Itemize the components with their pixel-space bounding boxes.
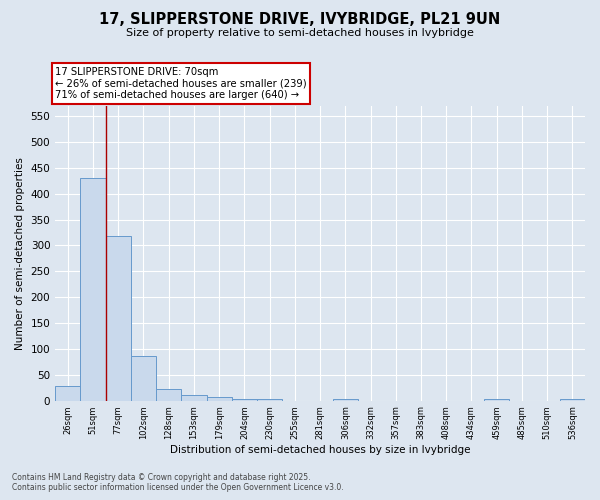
Text: 17, SLIPPERSTONE DRIVE, IVYBRIDGE, PL21 9UN: 17, SLIPPERSTONE DRIVE, IVYBRIDGE, PL21 … (100, 12, 500, 28)
Y-axis label: Number of semi-detached properties: Number of semi-detached properties (15, 157, 25, 350)
Bar (80, 178, 106, 400)
Bar (131, 356, 156, 401)
Bar (181, 396, 206, 400)
Text: Size of property relative to semi-detached houses in Ivybridge: Size of property relative to semi-detach… (126, 28, 474, 38)
X-axis label: Distribution of semi-detached houses by size in Ivybridge: Distribution of semi-detached houses by … (170, 445, 470, 455)
Bar (232, 398, 257, 400)
Bar (206, 398, 232, 400)
Bar (560, 398, 585, 400)
Bar (156, 388, 181, 400)
Bar (257, 398, 282, 400)
Text: Contains HM Land Registry data © Crown copyright and database right 2025.
Contai: Contains HM Land Registry data © Crown c… (12, 473, 344, 492)
Bar (332, 398, 358, 400)
Bar (55, 386, 80, 400)
Bar (484, 398, 509, 400)
Bar (106, 236, 131, 400)
Text: 17 SLIPPERSTONE DRIVE: 70sqm
← 26% of semi-detached houses are smaller (239)
71%: 17 SLIPPERSTONE DRIVE: 70sqm ← 26% of se… (55, 67, 307, 100)
